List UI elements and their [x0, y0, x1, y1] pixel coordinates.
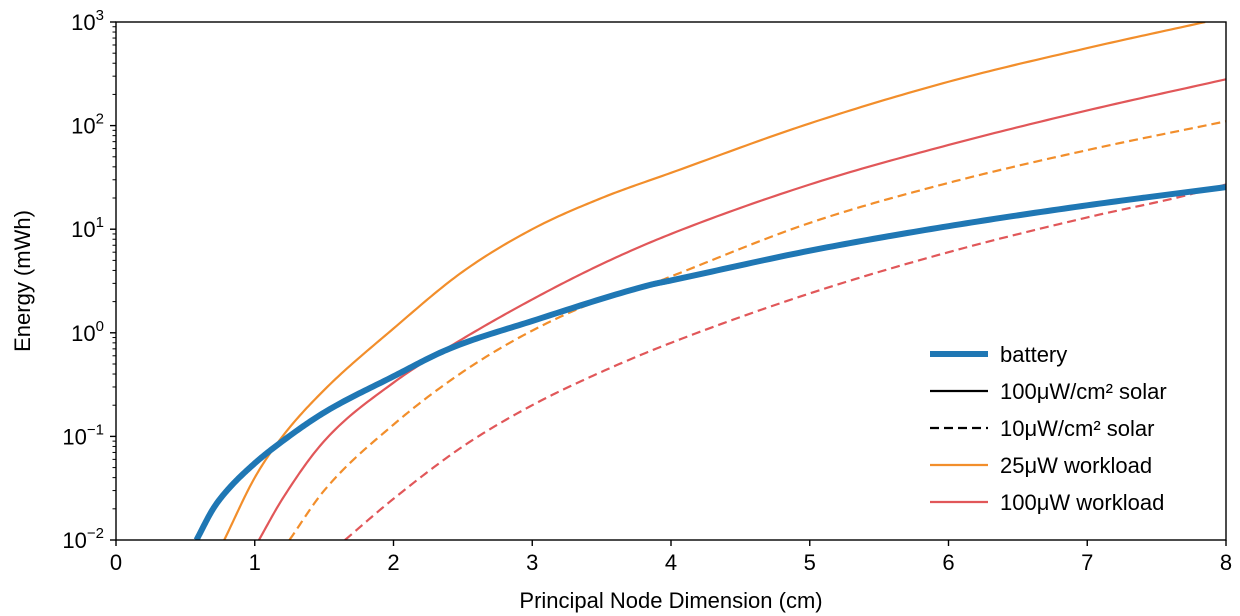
y-tick-label-4: 102	[71, 111, 104, 139]
legend-label-4: 100μW workload	[1000, 490, 1164, 515]
y-tick-label-2: 100	[71, 318, 104, 346]
series-line-1	[223, 22, 1206, 540]
series-line-3	[288, 120, 1226, 540]
legend-label-2: 10μW/cm² solar	[1000, 416, 1154, 441]
series-line-4	[344, 183, 1226, 540]
legend: battery 100μW/cm² solar 10μW/cm² solar 25μW…	[930, 342, 1167, 515]
y-tick-label-5: 103	[71, 7, 104, 35]
x-tick-label-1: 1	[249, 550, 261, 575]
y-tick-label-1: 10−1	[62, 421, 104, 449]
ticks-layer: 0 1 2 3 4 5 6 7 8 10−2 10−1 100 101 102 103	[62, 7, 1232, 575]
x-tick-label-7: 7	[1081, 550, 1093, 575]
series-line-0	[193, 184, 1226, 540]
x-tick-label-0: 0	[110, 550, 122, 575]
x-tick-label-4: 4	[665, 550, 677, 575]
x-tick-label-2: 2	[387, 550, 399, 575]
x-tick-label-3: 3	[526, 550, 538, 575]
y-axis-title: Energy (mWh)	[10, 210, 35, 352]
x-tick-label-5: 5	[804, 550, 816, 575]
series-layer	[193, 22, 1226, 540]
x-tick-label-8: 8	[1220, 550, 1232, 575]
x-tick-label-6: 6	[942, 550, 954, 575]
y-tick-label-3: 101	[71, 214, 104, 242]
legend-label-1: 100μW/cm² solar	[1000, 379, 1167, 404]
series-line-2	[257, 78, 1226, 540]
x-axis-title: Principal Node Dimension (cm)	[519, 588, 822, 613]
legend-label-3: 25μW workload	[1000, 453, 1152, 478]
legend-label-0: battery	[1000, 342, 1067, 367]
y-tick-label-0: 10−2	[62, 525, 104, 553]
